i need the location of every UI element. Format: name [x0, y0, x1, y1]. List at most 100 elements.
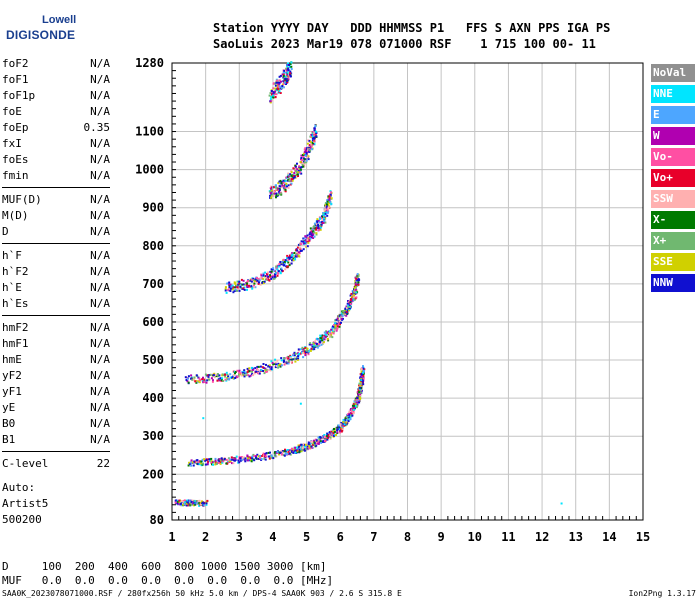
echo-point: [325, 210, 328, 213]
echo-point: [289, 357, 292, 359]
echo-point: [315, 130, 317, 133]
echo-point: [186, 499, 189, 502]
x-tick-label: 1: [168, 530, 175, 544]
param-row: hmE N/A: [2, 352, 110, 368]
echo-point: [354, 397, 357, 400]
echo-point: [222, 374, 225, 377]
echo-point: [308, 343, 311, 346]
echo-point: [262, 363, 265, 365]
param-name: foF1p: [2, 89, 36, 102]
echo-point: [324, 202, 327, 205]
echo-point: [304, 160, 307, 162]
echo-point: [184, 376, 187, 379]
echo-point: [311, 235, 313, 238]
echo-point: [236, 289, 239, 292]
echo-point: [303, 148, 306, 151]
echo-point: [219, 462, 222, 465]
echo-point: [221, 377, 224, 380]
echo-point: [187, 381, 190, 384]
echo-point: [272, 363, 275, 366]
echo-point: [252, 368, 255, 371]
echo-point: [313, 222, 316, 225]
echo-point: [326, 200, 329, 203]
echo-point: [282, 261, 285, 264]
param-value: N/A: [90, 249, 110, 262]
echo-point: [319, 340, 322, 343]
echo-point: [346, 307, 348, 310]
echo-point: [321, 440, 324, 443]
echo-point: [313, 235, 316, 238]
echo-point: [274, 84, 277, 87]
echo-point: [283, 187, 286, 190]
echo-point: [254, 286, 257, 289]
echo-point: [297, 175, 299, 177]
echo-point: [345, 418, 348, 421]
echo-point: [291, 259, 293, 262]
echo-point: [322, 212, 324, 215]
echo-point: [352, 297, 355, 300]
echo-point: [238, 282, 241, 285]
echo-point: [201, 458, 204, 461]
echo-point: [279, 181, 282, 184]
echo-point: [362, 367, 365, 370]
echo-point: [359, 384, 362, 387]
echo-point: [274, 362, 277, 364]
echo-point: [323, 220, 326, 222]
echo-point: [302, 240, 305, 243]
echo-point: [182, 503, 185, 506]
echo-point: [305, 161, 308, 164]
echo-point: [286, 71, 289, 74]
echo-point: [280, 192, 283, 195]
echo-point: [201, 500, 203, 503]
echo-point: [271, 276, 274, 279]
echo-point: [220, 379, 223, 381]
echo-point: [292, 451, 295, 454]
echo-point: [304, 239, 307, 242]
echo-point: [275, 365, 278, 367]
echo-point: [323, 434, 326, 436]
echo-point: [282, 359, 285, 362]
echo-point: [296, 446, 299, 449]
echo-point: [228, 281, 231, 284]
param-value: N/A: [90, 209, 110, 222]
echo-point: [321, 334, 324, 337]
echo-point: [250, 366, 253, 369]
echo-point: [290, 174, 293, 177]
echo-point: [287, 449, 290, 452]
echo-point: [268, 364, 271, 367]
echo-point: [212, 461, 214, 463]
echo-point: [314, 342, 317, 345]
echo-point: [298, 448, 301, 451]
echo-point: [305, 244, 307, 247]
echo-point: [274, 453, 277, 456]
echo-point: [356, 404, 359, 407]
echo-point: [328, 198, 331, 201]
echo-point: [246, 371, 249, 374]
echo-point: [219, 377, 222, 380]
echo-point: [323, 217, 326, 220]
echo-point: [277, 451, 280, 454]
echo-point: [210, 461, 213, 464]
echo-point: [240, 458, 243, 461]
echo-point: [190, 501, 193, 504]
echo-point: [283, 260, 286, 263]
echo-point: [344, 309, 347, 312]
echo-point: [295, 451, 297, 454]
echo-point: [192, 502, 194, 505]
echo-point: [275, 194, 278, 197]
echo-point: [363, 369, 365, 372]
param-value: N/A: [90, 385, 110, 398]
echo-point: [360, 372, 363, 375]
echo-point: [250, 280, 253, 283]
echo-point: [284, 362, 287, 365]
echo-point: [300, 243, 303, 246]
echo-point: [270, 193, 273, 196]
echo-point: [224, 288, 227, 291]
echo-point: [257, 455, 260, 458]
echo-point: [285, 182, 288, 185]
echo-point: [311, 132, 314, 134]
echo-point: [317, 343, 320, 346]
echo-point: [344, 419, 347, 421]
echo-point: [270, 454, 273, 457]
echo-point: [341, 429, 344, 432]
